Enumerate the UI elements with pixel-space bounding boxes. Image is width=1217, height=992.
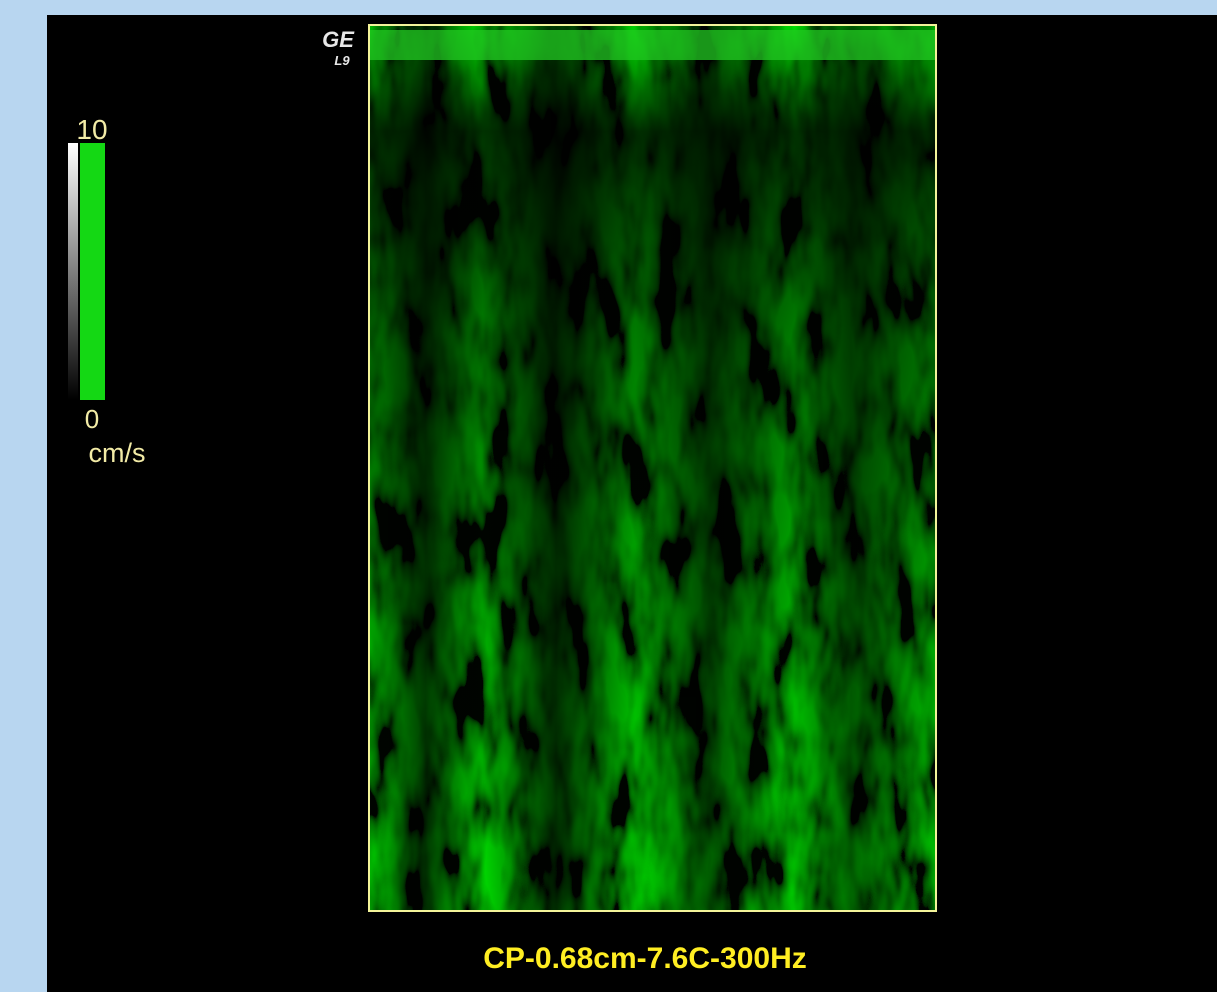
scale-min: 0 <box>85 404 99 434</box>
scale-max: 10 <box>76 114 107 145</box>
scale-green <box>80 143 105 400</box>
ultrasound-screen: 10 0 cm/s GE L9 CP-0.68cm-7.6C-300Hz <box>0 0 1217 992</box>
image-shade <box>369 25 936 911</box>
doppler-image <box>369 25 936 911</box>
skin-line <box>369 30 936 60</box>
caption: CP-0.68cm-7.6C-300Hz <box>483 942 806 975</box>
logo-probe: L9 <box>334 53 350 68</box>
page: 10 0 cm/s GE L9 CP-0.68cm-7.6C-300Hz (()… <box>0 0 1217 992</box>
scale-gray <box>68 143 78 400</box>
logo-brand: GE <box>322 27 355 52</box>
scale-unit: cm/s <box>89 438 146 468</box>
